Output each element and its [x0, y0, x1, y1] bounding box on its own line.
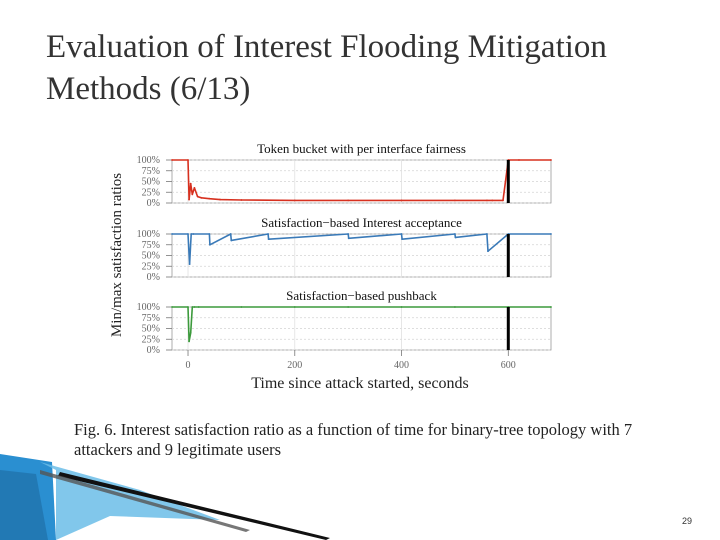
- data-point: [550, 159, 552, 161]
- data-point: [347, 233, 350, 235]
- data-point: [189, 331, 192, 334]
- y-axis-label: Min/max satisfaction ratios: [109, 173, 125, 337]
- data-point: [171, 233, 173, 235]
- data-point: [209, 243, 211, 246]
- data-point: [454, 199, 456, 202]
- data-point: [208, 233, 211, 235]
- data-point: [486, 233, 488, 235]
- y-tick-label: 0%: [147, 272, 160, 283]
- y-tick-label: 50%: [142, 251, 160, 262]
- data-point: [267, 233, 269, 235]
- data-point: [193, 306, 196, 308]
- data-point: [400, 199, 403, 202]
- data-point: [400, 233, 403, 235]
- data-point: [267, 238, 270, 241]
- data-point: [192, 233, 195, 235]
- y-tick-label: 100%: [137, 302, 160, 313]
- x-tick-label: 600: [501, 360, 516, 371]
- data-point: [347, 306, 350, 308]
- data-point: [200, 196, 203, 199]
- data-point: [171, 159, 173, 161]
- data-point: [502, 199, 504, 202]
- data-point: [293, 199, 296, 202]
- chart-panel-2: 100%75%50%25%0% Satisfaction−based Intere…: [137, 215, 552, 283]
- data-point: [401, 238, 403, 241]
- data-point: [189, 182, 192, 185]
- data-point: [187, 159, 189, 161]
- data-point: [190, 233, 193, 235]
- data-point: [400, 306, 403, 308]
- y-tick-label: 50%: [142, 324, 160, 335]
- data-point: [293, 306, 296, 308]
- data-point: [208, 197, 211, 200]
- panel-title: Token bucket with per interface fairness: [257, 141, 466, 156]
- y-tick-label: 25%: [142, 187, 160, 198]
- panel-title: Satisfaction−based pushback: [286, 288, 437, 303]
- data-point: [518, 159, 520, 161]
- data-point: [230, 239, 233, 242]
- figure-caption: Fig. 6. Interest satisfaction ratio as a…: [74, 420, 633, 459]
- data-point: [491, 199, 494, 202]
- slide-title: Evaluation of Interest Flooding Mitigati…: [46, 29, 607, 107]
- series-line: [172, 306, 551, 343]
- data-point: [219, 198, 221, 201]
- data-point: [550, 233, 552, 235]
- data-point: [196, 195, 199, 198]
- data-point: [191, 193, 194, 196]
- data-point: [487, 250, 489, 253]
- data-point: [187, 233, 189, 235]
- y-tick-label: 100%: [137, 229, 160, 240]
- data-point: [188, 263, 191, 265]
- data-point: [171, 306, 173, 308]
- y-tick-label: 0%: [147, 345, 160, 356]
- data-point: [550, 306, 552, 308]
- y-tick-label: 25%: [142, 334, 160, 345]
- data-point: [454, 306, 456, 308]
- y-tick-label: 0%: [147, 198, 160, 209]
- y-tick-label: 100%: [137, 155, 160, 166]
- y-tick-label: 75%: [142, 166, 160, 177]
- page-number: 29: [682, 516, 693, 526]
- chart-panel-1: 100%75%50%25%0% Token bucket with per int…: [137, 141, 552, 209]
- data-point: [486, 199, 488, 202]
- data-point: [188, 340, 190, 343]
- data-point: [240, 306, 243, 308]
- panel-title: Satisfaction−based Interest acceptance: [261, 215, 462, 230]
- y-tick-label: 75%: [142, 313, 160, 324]
- data-point: [193, 187, 196, 189]
- x-axis-label: Time since attack started, seconds: [251, 375, 469, 392]
- data-point: [347, 199, 350, 202]
- data-point: [454, 236, 457, 239]
- data-point: [347, 237, 350, 240]
- y-tick-label: 25%: [142, 261, 160, 272]
- y-tick-label: 50%: [142, 177, 160, 188]
- x-tick-label: 400: [394, 360, 409, 371]
- y-tick-label: 75%: [142, 240, 160, 251]
- chart-panel-3: 100%75%50%25%0% Satisfaction−based pushba…: [137, 288, 552, 356]
- data-point: [454, 233, 456, 235]
- data-point: [197, 306, 200, 308]
- data-point: [191, 306, 194, 308]
- data-point: [187, 306, 189, 308]
- x-tick-label: 0: [186, 360, 191, 371]
- data-point: [188, 198, 190, 201]
- x-tick-label: 200: [287, 360, 302, 371]
- data-point: [240, 199, 243, 201]
- data-point: [229, 233, 232, 235]
